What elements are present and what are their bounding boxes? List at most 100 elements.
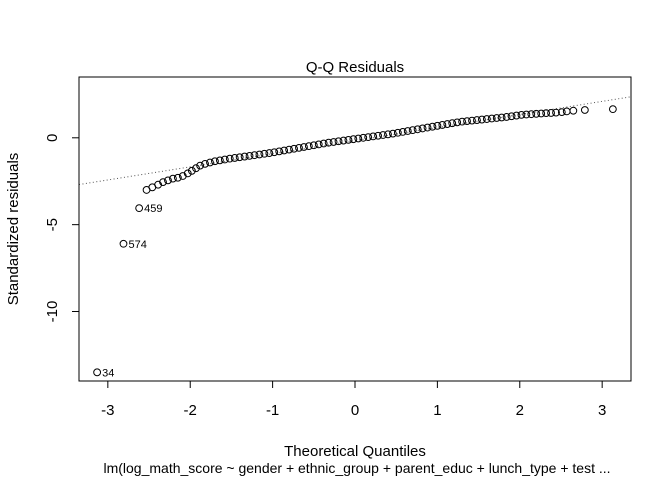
- data-point: [403, 127, 412, 135]
- data-point: [453, 118, 462, 127]
- x-tick-label: 1: [433, 402, 441, 419]
- data-point: [477, 115, 486, 124]
- data-point: [265, 149, 274, 157]
- data-point: [468, 116, 476, 125]
- data-point: [379, 131, 387, 139]
- data-point: [173, 173, 182, 182]
- data-point: [178, 172, 187, 180]
- data-point: [290, 144, 298, 153]
- data-point: [542, 109, 551, 118]
- data-point: [497, 113, 506, 122]
- model-formula: lm(log_math_score ~ gender + ethnic_grou…: [103, 460, 610, 476]
- data-point: [463, 117, 471, 126]
- data-point: [240, 152, 249, 161]
- data-point: [349, 135, 358, 144]
- data-point: [295, 143, 303, 152]
- data-point: [438, 121, 447, 129]
- chart-title: Q-Q Residuals: [306, 59, 404, 76]
- data-point: [359, 133, 368, 142]
- data-point: [547, 109, 555, 117]
- y-tick-label: -5: [44, 218, 61, 231]
- data-point: [562, 107, 571, 116]
- data-point: [413, 125, 422, 134]
- data-point: [235, 153, 244, 162]
- data-point: [502, 113, 511, 121]
- data-point: [211, 157, 219, 166]
- data-point: [169, 174, 177, 183]
- data-point: [275, 147, 284, 156]
- x-tick-label: 2: [516, 402, 524, 419]
- data-point: [215, 156, 224, 165]
- data-point: [507, 112, 516, 121]
- data-point: [255, 150, 264, 159]
- data-point: [334, 137, 343, 146]
- data-point: [517, 110, 526, 119]
- x-axis-label: Theoretical Quantiles: [284, 443, 426, 460]
- point-label: 574: [128, 239, 146, 251]
- data-point: [309, 141, 318, 150]
- data-point: [187, 166, 196, 175]
- data-point: [364, 133, 373, 142]
- data-point: [93, 368, 102, 377]
- data-point: [393, 128, 402, 137]
- y-tick-label: -10: [44, 301, 61, 323]
- data-point: [220, 155, 229, 164]
- point-labels: 34 574 459: [102, 203, 162, 379]
- data-point: [250, 151, 259, 160]
- data-point: [492, 114, 501, 122]
- data-point: [423, 123, 432, 132]
- x-tick-label: 3: [598, 402, 606, 419]
- x-tick-label: -3: [101, 402, 114, 419]
- data-point: [159, 178, 167, 186]
- data-point: [537, 109, 546, 118]
- data-point: [339, 136, 348, 145]
- data-point: [552, 108, 560, 117]
- data-point: [532, 109, 541, 118]
- data-point: [569, 106, 578, 115]
- x-tick-label: 0: [351, 402, 359, 419]
- data-point: [608, 105, 617, 114]
- data-point: [245, 151, 254, 160]
- data-point: [428, 122, 437, 131]
- data-point: [458, 117, 467, 126]
- plot-frame: [78, 76, 632, 382]
- data-point: [418, 124, 427, 133]
- data-point: [225, 154, 234, 163]
- data-point: [384, 130, 392, 139]
- data-point: [557, 108, 566, 116]
- x-tick-label: -2: [184, 402, 197, 419]
- data-point: [183, 169, 192, 178]
- data-point: [433, 121, 442, 130]
- data-point: [270, 148, 279, 157]
- data-point: [527, 110, 536, 119]
- data-point: [354, 134, 363, 143]
- x-tick-label: -1: [266, 402, 279, 419]
- data-point: [300, 143, 308, 151]
- data-point: [135, 204, 144, 213]
- data-point: [580, 106, 589, 114]
- data-point: [374, 131, 382, 140]
- y-axis-label: Standardized residuals: [5, 153, 22, 306]
- data-point: [285, 145, 293, 154]
- data-point: [448, 119, 457, 128]
- data-point: [398, 127, 407, 136]
- data-point: [201, 159, 209, 168]
- data-point: [154, 180, 162, 189]
- data-point: [388, 129, 397, 138]
- data-point: [473, 116, 481, 124]
- data-point: [344, 135, 353, 144]
- data-point: [443, 120, 452, 128]
- data-point: [206, 158, 214, 167]
- data-points: [93, 105, 617, 377]
- data-point: [408, 126, 417, 135]
- point-label: 34: [102, 367, 114, 379]
- data-point: [196, 161, 205, 170]
- data-point: [512, 111, 521, 120]
- data-point: [314, 140, 323, 149]
- data-point: [280, 146, 289, 155]
- data-point: [522, 110, 531, 119]
- data-point: [192, 164, 200, 173]
- data-point: [260, 149, 269, 158]
- data-point: [164, 176, 172, 185]
- data-point: [329, 138, 338, 146]
